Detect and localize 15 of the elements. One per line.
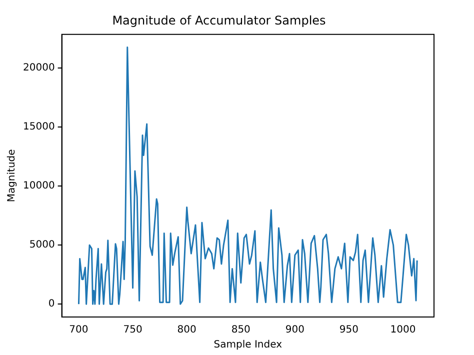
- y-tick-label: 15000: [23, 122, 55, 133]
- x-axis-title: Sample Index: [214, 340, 282, 351]
- x-tick-label: 950: [339, 324, 359, 336]
- y-axis-title: Magnitude: [6, 149, 18, 202]
- y-tick-label: 5000: [29, 240, 55, 251]
- y-tick-label: 10000: [23, 180, 55, 192]
- chart-title: Magnitude of Accumulator Samples: [112, 13, 326, 28]
- y-tick-label: 20000: [23, 62, 55, 74]
- x-tick-label: 800: [177, 324, 196, 336]
- x-tick-label: 750: [123, 324, 142, 336]
- x-tick-label: 850: [231, 324, 250, 336]
- x-tick-label: 1000: [390, 324, 416, 336]
- x-tick-label: 700: [69, 324, 88, 336]
- x-tick-label: 900: [285, 324, 304, 336]
- y-tick-label: 0: [48, 298, 55, 310]
